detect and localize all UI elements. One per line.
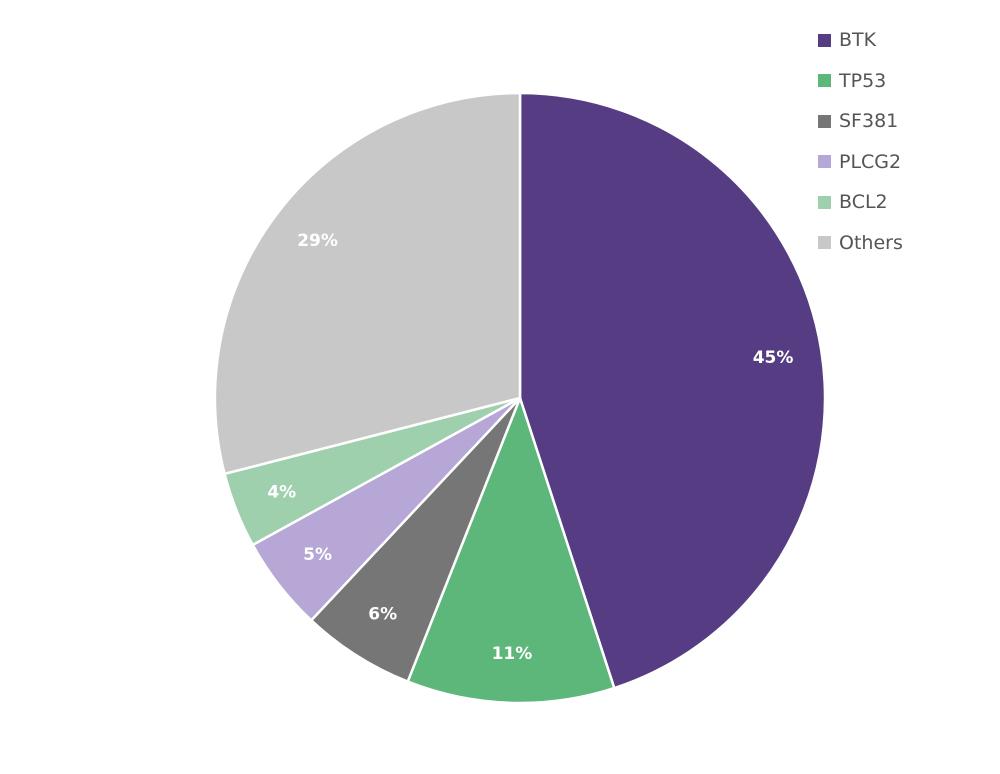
legend-label-bcl2: BCL2 — [839, 191, 888, 214]
legend-swatch-others — [818, 236, 831, 250]
pie-slice-label-bcl2: 4% — [267, 482, 296, 502]
legend-swatch-tp53 — [818, 74, 831, 88]
pie-slices — [213, 91, 827, 705]
legend-swatch-bcl2 — [818, 195, 831, 209]
legend-item-bcl2: BCL2 — [818, 182, 988, 223]
pie-slice-others — [213, 91, 522, 476]
legend: BTK TP53 SF381 PLCG2 BCL2 Others — [818, 20, 988, 263]
pie-slice-label-plcg2: 5% — [303, 545, 332, 565]
pie-slice-label-tp53: 11% — [492, 644, 533, 664]
legend-item-others: Others — [818, 223, 988, 264]
legend-label-others: Others — [839, 231, 903, 254]
legend-swatch-plcg2 — [818, 155, 831, 169]
pie-slice-label-btk: 45% — [753, 348, 794, 368]
legend-label-btk: BTK — [839, 29, 877, 52]
pie-slice-btk — [518, 91, 827, 690]
pie-slice-tp53 — [406, 396, 616, 705]
legend-item-btk: BTK — [818, 20, 988, 61]
pie-slice-labels: 45% 11% 6% 5% 4% 29% — [267, 231, 793, 664]
pie-slice-label-sf381: 6% — [368, 604, 397, 624]
pie-slice-label-others: 29% — [297, 231, 338, 251]
legend-item-plcg2: PLCG2 — [818, 142, 988, 183]
legend-swatch-sf381 — [818, 114, 831, 128]
legend-swatch-btk — [818, 33, 831, 47]
legend-item-tp53: TP53 — [818, 61, 988, 102]
legend-label-sf381: SF381 — [839, 110, 899, 133]
legend-item-sf381: SF381 — [818, 101, 988, 142]
legend-label-tp53: TP53 — [839, 69, 887, 92]
legend-label-plcg2: PLCG2 — [839, 150, 902, 173]
